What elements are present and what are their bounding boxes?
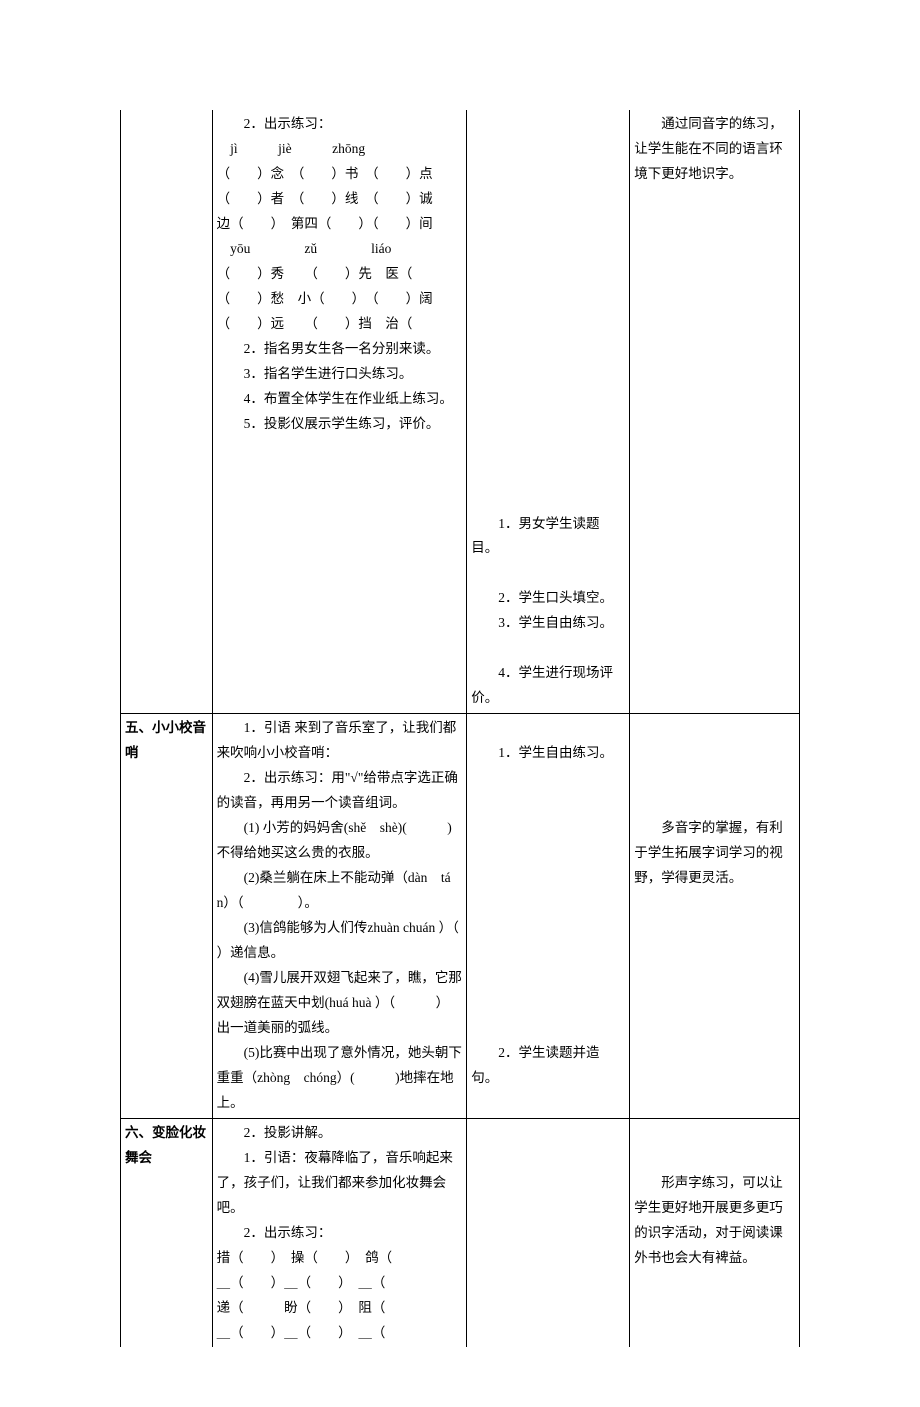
- student-line: [471, 437, 625, 462]
- student-line: 4．学生进行现场评价。: [471, 661, 625, 711]
- note-line: [634, 791, 795, 816]
- note-cell: 形声字练习，可以让学生更好地开展更多更巧的识字活动，对于阅读课外书也会大有裨益。: [630, 1118, 800, 1347]
- teacher-line: （ ）愁 小（ ） （ ）阔: [217, 287, 463, 312]
- teacher-cell: 2．出示练习： jì jiè zhōng（ ）念 （ ）书 （ ）点（ ）者 （…: [212, 110, 467, 714]
- teacher-line: 1．引语 来到了音乐室了，让我们都来吹响小小校音哨：: [217, 716, 463, 766]
- teacher-line: （ ）念 （ ）书 （ ）点: [217, 162, 463, 187]
- student-line: [471, 412, 625, 437]
- student-line: 3．学生自由练习。: [471, 611, 625, 636]
- student-line: [471, 766, 625, 791]
- student-line: [471, 716, 625, 741]
- note-cell: 通过同音字的练习，让学生能在不同的语言环境下更好地识字。: [630, 110, 800, 714]
- teacher-line: (4)雪儿展开双翅飞起来了，瞧，它那双翅膀在蓝天中划(huá huà ）（ ）出…: [217, 966, 463, 1041]
- student-line: 1．学生自由练习。: [471, 741, 625, 766]
- student-line: [471, 387, 625, 412]
- teacher-line: 1．引语：夜幕降临了，音乐响起来了，孩子们，让我们都来参加化妆舞会吧。: [217, 1146, 463, 1221]
- note-line: 通过同音字的练习，让学生能在不同的语言环境下更好地识字。: [634, 112, 795, 187]
- student-line: [471, 866, 625, 891]
- student-line: [471, 816, 625, 841]
- student-cell: 1．学生自由练习。 2．学生读题并造句。: [467, 714, 630, 1119]
- note-line: [634, 766, 795, 791]
- table-row: 六、变脸化妆舞会 2．投影讲解。 1．引语：夜幕降临了，音乐响起来了，孩子们，让…: [121, 1118, 800, 1347]
- student-line: 2．学生口头填空。: [471, 586, 625, 611]
- section-label: 五、小小校音哨: [125, 716, 208, 766]
- student-line: [471, 636, 625, 661]
- lesson-table: 2．出示练习： jì jiè zhōng（ ）念 （ ）书 （ ）点（ ）者 （…: [120, 110, 800, 1347]
- note-line: 多音字的掌握，有利于学生拓展字词学习的视野，学得更灵活。: [634, 816, 795, 891]
- teacher-line: ＿（ ）＿（ ） ＿（: [217, 1321, 463, 1346]
- teacher-line: (3)信鸽能够为人们传zhuàn chuán ）（ ）递信息。: [217, 916, 463, 966]
- student-line: [471, 362, 625, 387]
- teacher-line: yōu zǔ liáo: [217, 237, 463, 262]
- teacher-line: (5)比赛中出现了意外情况，她头朝下重重（zhòng chóng）( )地摔在地…: [217, 1041, 463, 1116]
- student-line: [471, 561, 625, 586]
- table-row: 五、小小校音哨 1．引语 来到了音乐室了，让我们都来吹响小小校音哨： 2．出示练…: [121, 714, 800, 1119]
- note-line: [634, 741, 795, 766]
- teacher-line: 边（ ） 第四（ ）（ ）间: [217, 212, 463, 237]
- teacher-line: jì jiè zhōng: [217, 137, 463, 162]
- teacher-line: (1) 小芳的妈妈舍(shě shè)( )不得给她买这么贵的衣服。: [217, 816, 463, 866]
- teacher-line: 2．投影讲解。: [217, 1121, 463, 1146]
- section-label: 六、变脸化妆舞会: [125, 1121, 208, 1171]
- student-line: [471, 1121, 625, 1146]
- note-line: [634, 716, 795, 741]
- teacher-line: 4．布置全体学生在作业纸上练习。: [217, 387, 463, 412]
- section-label-cell: 六、变脸化妆舞会: [121, 1118, 213, 1347]
- note-cell: 多音字的掌握，有利于学生拓展字词学习的视野，学得更灵活。: [630, 714, 800, 1119]
- teacher-line: 2．出示练习：: [217, 1221, 463, 1246]
- student-line: [471, 791, 625, 816]
- teacher-line: (2)桑兰躺在床上不能动弹（dàn tán）（ ）。: [217, 866, 463, 916]
- note-line: 形声字练习，可以让学生更好地开展更多更巧的识字活动，对于阅读课外书也会大有裨益。: [634, 1171, 795, 1271]
- student-line: [471, 891, 625, 916]
- student-line: 2．学生读题并造句。: [471, 1041, 625, 1091]
- student-line: [471, 1016, 625, 1041]
- teacher-line: 3．指名学生进行口头练习。: [217, 362, 463, 387]
- student-line: [471, 991, 625, 1016]
- teacher-line: 措（ ） 操（ ） 鸽（: [217, 1246, 463, 1271]
- section-label-cell: [121, 110, 213, 714]
- teacher-line: 5．投影仪展示学生练习，评价。: [217, 412, 463, 437]
- student-line: [471, 462, 625, 487]
- student-line: [471, 487, 625, 512]
- teacher-line: 2．指名男女生各一名分别来读。: [217, 337, 463, 362]
- student-line: [471, 966, 625, 991]
- teacher-line: 2．出示练习：用"√"给带点字选正确的读音，再用另一个读音组词。: [217, 766, 463, 816]
- teacher-cell: 2．投影讲解。 1．引语：夜幕降临了，音乐响起来了，孩子们，让我们都来参加化妆舞…: [212, 1118, 467, 1347]
- teacher-line: （ ）远 （ ）挡 治（: [217, 312, 463, 337]
- teacher-line: （ ）者 （ ）线 （ ）诚: [217, 187, 463, 212]
- student-line: [471, 337, 625, 362]
- table-row: 2．出示练习： jì jiè zhōng（ ）念 （ ）书 （ ）点（ ）者 （…: [121, 110, 800, 714]
- teacher-line: （ ）秀 （ ）先 医（: [217, 262, 463, 287]
- teacher-line: 2．出示练习：: [217, 112, 463, 137]
- student-line: [471, 312, 625, 337]
- student-line: 1．男女学生读题目。: [471, 512, 625, 562]
- teacher-cell: 1．引语 来到了音乐室了，让我们都来吹响小小校音哨： 2．出示练习：用"√"给带…: [212, 714, 467, 1119]
- student-line: [471, 841, 625, 866]
- teacher-line: 递（ 盼（ ） 阻（: [217, 1296, 463, 1321]
- page: 2．出示练习： jì jiè zhōng（ ）念 （ ）书 （ ）点（ ）者 （…: [0, 0, 920, 1407]
- section-label-cell: 五、小小校音哨: [121, 714, 213, 1119]
- teacher-line: ＿（ ）＿（ ） ＿（: [217, 1271, 463, 1296]
- student-cell: 1．男女学生读题目。 2．学生口头填空。 3．学生自由练习。 4．学生进行现场评…: [467, 110, 630, 714]
- note-line: [634, 1121, 795, 1146]
- student-line: [471, 941, 625, 966]
- student-cell: [467, 1118, 630, 1347]
- note-line: [634, 1146, 795, 1171]
